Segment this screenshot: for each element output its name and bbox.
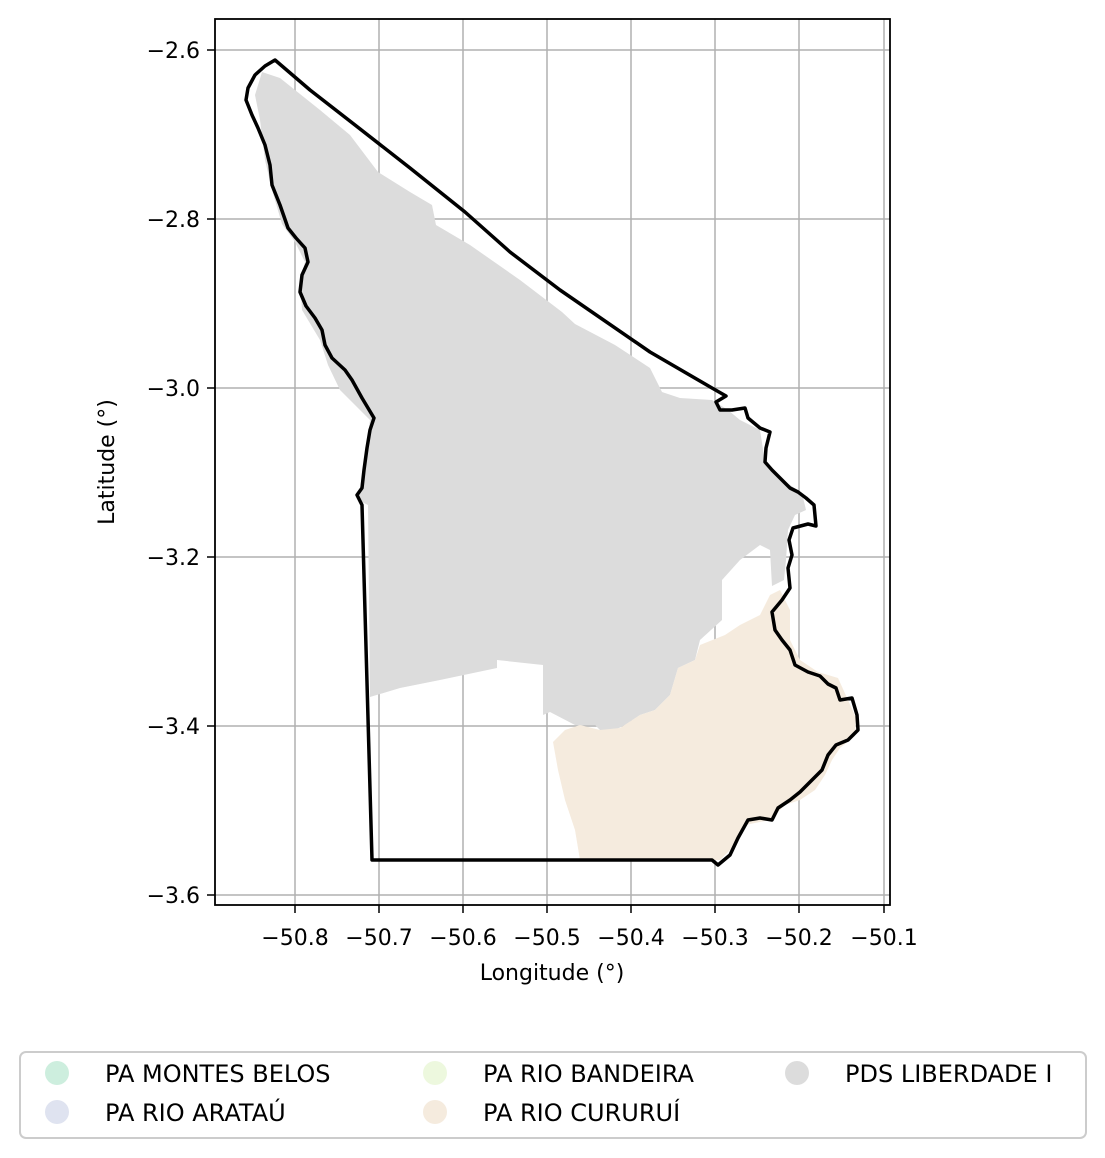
x-tick-label: −50.6: [429, 926, 496, 951]
axes-frame: [214, 18, 891, 906]
y-tick-label: −2.8: [147, 208, 200, 233]
x-tick-label: −50.5: [513, 926, 580, 951]
y-tick-label: −3.6: [147, 884, 200, 909]
y-tick-label: −3.2: [147, 546, 200, 571]
area-pa-rio-cururui: [553, 590, 856, 860]
municipality-boundary: [244, 58, 860, 867]
x-tick-label: −50.2: [765, 926, 832, 951]
x-tick-labels: −50.8 −50.7 −50.6 −50.5 −50.4 −50.3 −50.…: [261, 926, 917, 951]
legend-marker-rio-bandeira: [423, 1061, 447, 1085]
x-tick-label: −50.1: [850, 926, 917, 951]
y-tick-label: −3.4: [147, 715, 200, 740]
area-pds-liberdade-i: [255, 72, 806, 735]
legend-marker-rio-aratau: [45, 1100, 69, 1124]
x-tick-label: −50.4: [597, 926, 664, 951]
legend-marker-pds-liberdade: [785, 1061, 809, 1085]
legend-label-pds-liberdade: PDS LIBERDADE I: [845, 1060, 1052, 1088]
tick-marks: [207, 49, 885, 913]
legend-label-montes-belos: PA MONTES BELOS: [105, 1060, 331, 1088]
x-tick-label: −50.3: [681, 926, 748, 951]
legend-marker-montes-belos: [45, 1061, 69, 1085]
legend-marker-rio-cururui: [423, 1100, 447, 1124]
x-tick-label: −50.7: [345, 926, 412, 951]
y-tick-label: −3.0: [147, 377, 200, 402]
x-axis-title: Longitude (°): [480, 961, 625, 986]
legend: PA MONTES BELOS PA RIO ARATAÚ PA RIO BAN…: [19, 1051, 1087, 1139]
y-axis-title: Latitude (°): [95, 399, 120, 525]
y-tick-label: −2.6: [147, 39, 200, 64]
legend-label-rio-cururui: PA RIO CURURUÍ: [483, 1098, 680, 1127]
x-tick-label: −50.8: [261, 926, 328, 951]
legend-box: [19, 1051, 1087, 1139]
y-tick-labels: −2.6 −2.8 −3.0 −3.2 −3.4 −3.6: [147, 39, 200, 909]
legend-label-rio-aratau: PA RIO ARATAÚ: [105, 1097, 286, 1127]
legend-label-rio-bandeira: PA RIO BANDEIRA: [483, 1060, 695, 1088]
